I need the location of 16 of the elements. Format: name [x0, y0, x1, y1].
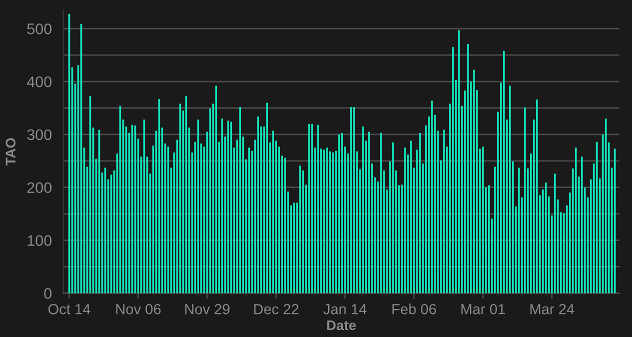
x-tick-label: Dec 22	[254, 304, 298, 314]
x-tick-label: Oct 14	[48, 304, 90, 314]
y-tick-label: 500	[27, 23, 52, 34]
y-tick-label: 200	[27, 182, 52, 194]
x-tick-label: Feb 06	[392, 304, 436, 314]
y-tick-label: 300	[27, 129, 52, 140]
x-tick-label: Jan 14	[323, 304, 366, 314]
y-axis-title: TAO	[6, 138, 16, 166]
x-tick-label: Nov 29	[185, 304, 230, 314]
x-axis-title: Date	[327, 320, 356, 330]
y-tick-label: 400	[26, 76, 52, 88]
x-tick-label: Nov 06	[116, 304, 161, 314]
x-tick-label: Mar 01	[461, 304, 505, 314]
y-tick-label: 0	[44, 288, 52, 299]
y-tick-label: 100	[28, 235, 52, 246]
x-tick-label: Mar 24	[530, 304, 574, 314]
